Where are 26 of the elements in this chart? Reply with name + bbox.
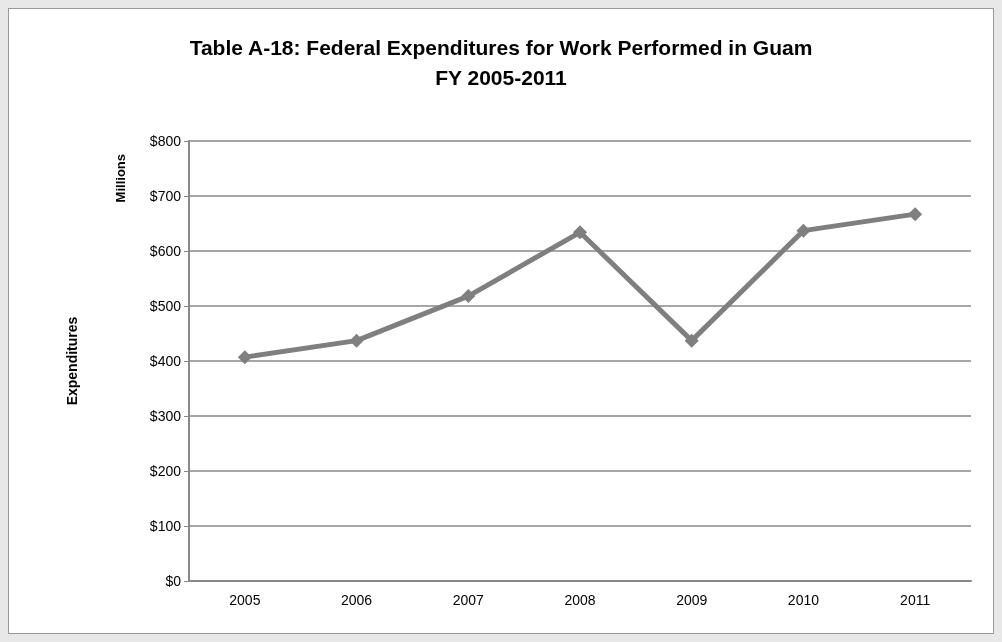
y-tick-label: $700 — [149, 188, 182, 204]
y-tick-label: $0 — [165, 573, 182, 589]
x-tick-label: 2009 — [676, 592, 708, 608]
point — [684, 333, 699, 348]
x-tick-label: 2011 — [900, 592, 931, 608]
point — [237, 350, 252, 365]
x-tick-label: 2006 — [340, 592, 373, 608]
x-tick-label: 2008 — [564, 592, 596, 608]
x-tick-label: 2005 — [229, 592, 261, 608]
y-tick-label: $200 — [149, 463, 182, 479]
y-tick-label: $500 — [149, 298, 182, 314]
chart-title: Table A-18: Federal Expenditures for Work Performed in Guam FY 2005-2011 — [189, 35, 813, 89]
x-tick-label: 2007 — [452, 592, 485, 608]
point — [908, 207, 923, 222]
y-axis-title: Expenditures — [64, 316, 80, 406]
y-tick-label: $300 — [149, 408, 182, 424]
text: Millions — [113, 154, 128, 203]
point — [573, 225, 587, 240]
y-tick-label: $600 — [149, 243, 182, 259]
x-tick-label: 2010 — [787, 592, 820, 608]
y-tick-label: $400 — [149, 353, 182, 369]
point — [461, 289, 476, 304]
point — [796, 223, 811, 238]
y-tick-label: $100 — [149, 518, 182, 534]
y-tick-label: $800 — [149, 133, 182, 149]
point — [349, 333, 364, 348]
